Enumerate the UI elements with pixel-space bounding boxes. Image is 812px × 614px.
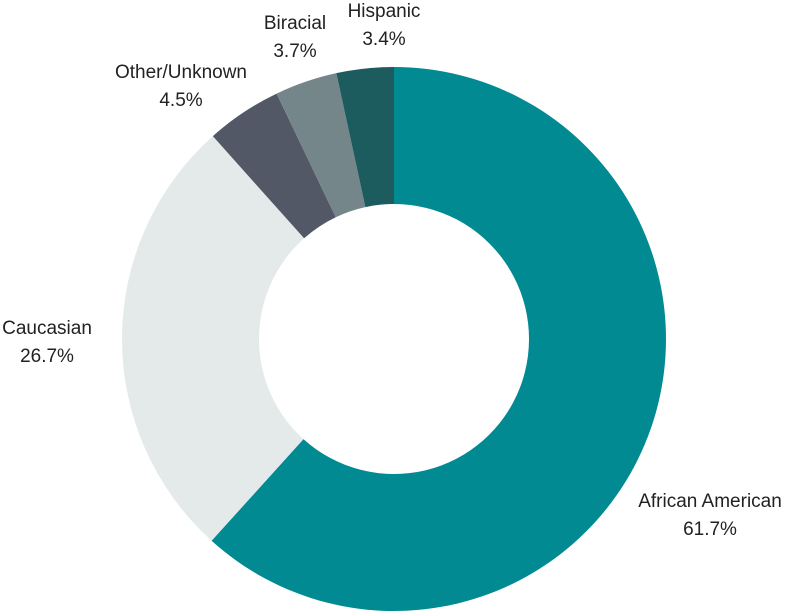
slice-caucasian — [121, 136, 305, 541]
slice-value-label-biracial: 3.7% — [273, 41, 316, 62]
slice-value-label-caucasian: 26.7% — [20, 346, 74, 367]
slice-other-unknown — [212, 93, 336, 239]
slice-hispanic — [336, 67, 394, 208]
slices-layer — [121, 67, 666, 611]
slice-value-label-african-american: 61.7% — [683, 519, 737, 540]
slice-label-african-american: African American — [638, 491, 782, 512]
labels-layer: African American 61.7% Caucasian 26.7% Other… — [2, 1, 782, 540]
slice-biracial — [276, 73, 366, 218]
slice-value-label-hispanic: 3.4% — [362, 29, 405, 50]
slice-value-label-other-unknown: 4.5% — [159, 90, 202, 111]
slice-african-american — [211, 67, 666, 611]
slice-label-hispanic: Hispanic — [348, 1, 421, 22]
slice-label-caucasian: Caucasian — [2, 318, 92, 339]
slice-label-biracial: Biracial — [264, 13, 326, 34]
slice-label-other-unknown: Other/Unknown — [115, 62, 247, 83]
